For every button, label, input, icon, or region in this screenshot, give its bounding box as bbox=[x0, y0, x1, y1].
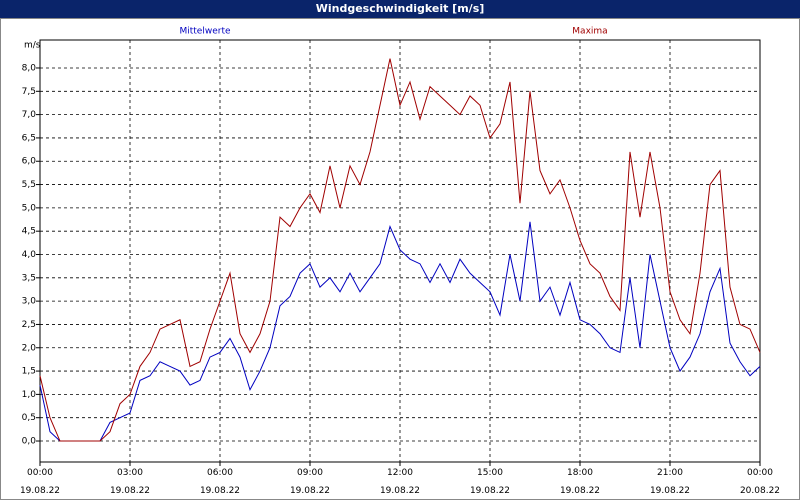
x-tick-label: 00:00 19.08.22 bbox=[19, 468, 61, 496]
legend-entry: Mittelwerte bbox=[179, 27, 230, 37]
y-axis-label: m/s bbox=[24, 41, 41, 51]
y-tick-label: 1,5 bbox=[22, 367, 36, 377]
data-line bbox=[39, 221, 761, 442]
x-tick-label: 15:00 19.08.22 bbox=[469, 468, 511, 496]
data-line bbox=[39, 58, 761, 442]
y-tick-label: 8,0 bbox=[22, 63, 37, 73]
y-tick-label: 2,5 bbox=[22, 320, 36, 330]
title-bar: Windgeschwindigkeit [m/s] bbox=[0, 0, 800, 18]
y-tick-label: 7,0 bbox=[22, 110, 37, 120]
x-tick-label: 03:00 19.08.22 bbox=[109, 468, 151, 496]
x-tick-label: 12:00 19.08.22 bbox=[379, 468, 421, 496]
y-tick-label: 4,5 bbox=[22, 227, 36, 237]
y-tick-label: 6,0 bbox=[22, 157, 37, 167]
y-tick-label: 0,5 bbox=[22, 413, 36, 423]
y-tick-label: 4,0 bbox=[22, 250, 37, 260]
y-tick-label: 6,5 bbox=[22, 133, 36, 143]
x-tick-label: 21:00 19.08.22 bbox=[649, 468, 691, 496]
y-tick-label: 5,5 bbox=[22, 180, 36, 190]
x-tick-label: 09:00 19.08.22 bbox=[289, 468, 331, 496]
legend-entry: Maxima bbox=[572, 27, 607, 37]
x-tick-label: 06:00 19.08.22 bbox=[199, 468, 241, 496]
y-tick-label: 3,5 bbox=[22, 273, 36, 283]
y-tick-label: 0,0 bbox=[22, 437, 37, 447]
y-tick-label: 5,0 bbox=[22, 203, 37, 213]
y-tick-label: 2,0 bbox=[22, 343, 37, 353]
y-tick-label: 3,0 bbox=[22, 297, 37, 307]
x-tick-label: 00:00 20.08.22 bbox=[739, 468, 781, 496]
y-tick-label: 1,0 bbox=[22, 390, 37, 400]
x-tick-label: 18:00 19.08.22 bbox=[559, 468, 601, 496]
y-tick-label: 7,5 bbox=[22, 87, 36, 97]
